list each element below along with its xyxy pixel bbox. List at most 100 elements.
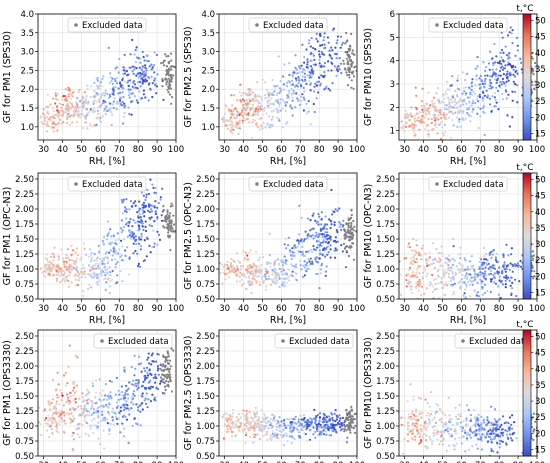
data-point [227,276,230,279]
data-point [502,253,505,256]
data-point [132,202,135,205]
data-point [255,410,258,413]
data-point [473,270,476,273]
excluded-point [168,85,171,88]
data-point [441,132,444,135]
data-point [414,273,418,276]
data-point [440,100,443,104]
data-point [101,93,104,96]
data-point [328,218,331,221]
subplot-7: 304050607080901000.500.751.001.251.501.7… [2,329,184,463]
data-point [313,85,316,88]
data-point [150,225,153,228]
data-point [81,423,84,426]
data-point [315,423,318,426]
data-point [96,86,99,90]
data-point [245,431,248,434]
data-point [508,125,511,128]
data-point [416,280,419,283]
data-point [48,403,51,407]
data-point [151,245,154,248]
data-point [303,260,306,263]
data-point [283,284,286,287]
data-point [118,98,121,101]
data-point [481,82,484,85]
legend-marker [435,23,439,27]
data-point [298,79,301,82]
data-point [410,122,414,126]
data-point [454,111,457,114]
data-point [329,244,332,247]
data-point [432,297,435,299]
x-tick-label: 100 [168,304,184,314]
data-point [109,107,112,110]
data-point [502,80,505,83]
data-point [65,96,68,99]
data-point [411,302,413,304]
excluded-point [171,96,174,99]
data-point [424,116,427,119]
data-point [150,63,153,66]
data-point [254,272,257,275]
data-point [246,421,249,425]
data-point [82,266,86,269]
data-point [498,60,501,63]
data-point [103,271,106,274]
data-point [309,257,312,260]
data-point [474,67,477,70]
data-point [421,121,424,124]
data-point [447,108,450,111]
data-point [430,263,433,266]
data-point [461,92,464,95]
data-point [484,258,487,261]
data-point [237,259,240,262]
data-point [119,431,122,434]
excluded-point [161,78,164,81]
data-point [91,400,94,403]
data-point [106,257,109,260]
y-tick-label: 4.0 [20,10,34,20]
data-point [266,416,269,419]
y-tick-label: 0.75 [15,437,34,447]
data-point [473,92,477,95]
data-point [121,280,124,283]
data-point [91,424,94,427]
excluded-point [346,84,350,87]
excluded-point [162,59,165,62]
x-tick-label: 80 [314,304,325,314]
data-point [413,260,416,263]
data-point [119,96,122,99]
data-point [153,220,156,223]
data-point [70,254,73,257]
data-point [96,79,99,82]
data-point [279,433,282,437]
data-point [266,439,269,442]
data-point [409,257,412,260]
data-point [50,261,53,265]
data-point [253,413,256,416]
legend-marker [74,182,78,186]
data-point [231,415,234,418]
data-point [452,106,455,109]
data-point [305,48,308,51]
excluded-point [345,40,348,43]
excluded-point [531,91,534,94]
excluded-point [170,202,173,205]
data-point [264,97,267,100]
data-point [224,112,227,115]
data-point [125,217,128,220]
data-point [247,92,250,95]
data-point [121,212,124,215]
data-point [336,209,339,212]
data-point [62,111,65,114]
data-point [236,266,239,269]
data-point [294,106,297,109]
data-point [54,94,58,97]
data-point [77,90,80,93]
data-point [86,414,89,417]
data-point [414,132,417,135]
data-point [273,419,276,423]
data-point [128,91,131,94]
data-point [507,54,510,58]
data-point [489,290,492,294]
